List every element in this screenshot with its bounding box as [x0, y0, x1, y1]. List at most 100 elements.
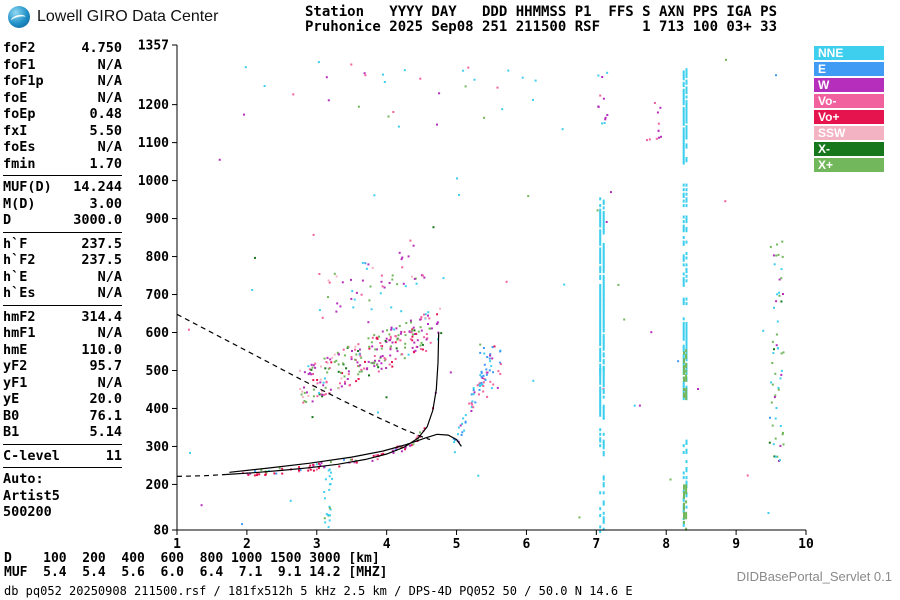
- measurement-info-line: db pq052 20250908 211500.rsf / 181fx512h…: [4, 584, 633, 598]
- legend-chip-ssw: SSW: [814, 126, 884, 140]
- svg-text:80: 80: [153, 524, 169, 539]
- param-label: foEs: [3, 139, 36, 155]
- muf-row: MUF 5.4 5.4 5.6 6.0 6.4 7.1 9.1 14.2 [MH…: [4, 565, 388, 580]
- param-label: B1: [3, 424, 20, 440]
- param-label: foF2: [3, 40, 36, 56]
- param-value: 237.5: [81, 235, 122, 252]
- param-value: 11: [105, 447, 122, 464]
- param-label: D: [3, 212, 12, 228]
- svg-text:7: 7: [592, 537, 600, 552]
- panel-divider: [3, 443, 122, 445]
- echo-points: [187, 58, 785, 529]
- brand: Lowell GIRO Data Center: [8, 6, 218, 28]
- param-value: 14.244: [73, 179, 122, 195]
- legend-chip-x: X+: [814, 158, 884, 172]
- param-row: yF2 95.7: [3, 358, 122, 375]
- polarization-legend: NNE E W Vo- Vo+ SSW X- X+: [814, 46, 884, 174]
- param-value: 0.48: [89, 106, 122, 122]
- param-label: yF1: [3, 374, 28, 391]
- param-label: hmF1: [3, 325, 36, 341]
- param-row: fmin 1.70: [3, 156, 122, 173]
- param-label: foEp: [3, 106, 36, 122]
- station-header-line2: Pruhonice 2025 Sep08 251 211500 RSF 1 71…: [305, 19, 778, 35]
- svg-text:800: 800: [146, 250, 170, 265]
- svg-text:900: 900: [146, 212, 170, 227]
- param-value: 3000.0: [73, 212, 122, 228]
- svg-text:1357: 1357: [138, 39, 169, 54]
- svg-text:8: 8: [662, 537, 670, 552]
- param-label: yF2: [3, 358, 28, 374]
- param-row: hmE 110.0: [3, 342, 122, 359]
- svg-text:1000: 1000: [138, 174, 169, 189]
- plot-axes: 8020030040050060070080090010001100120013…: [138, 39, 814, 553]
- giro-logo-icon: [8, 6, 30, 28]
- param-value: 3.00: [89, 195, 122, 212]
- param-row: B1 5.14: [3, 424, 122, 441]
- legend-chip-x: X-: [814, 142, 884, 156]
- legend-chip-vo: Vo+: [814, 110, 884, 124]
- parameter-panel: foF2 4.750 foF1 N/A foF1p N/A foE N/A foEp 0.48 fx…: [3, 40, 122, 521]
- svg-text:2: 2: [243, 537, 251, 552]
- svg-text:700: 700: [146, 288, 170, 303]
- param-row: C-level 11: [3, 448, 122, 465]
- svg-text:600: 600: [146, 326, 170, 341]
- param-value: N/A: [97, 268, 122, 285]
- param-row: fxI 5.50: [3, 123, 122, 140]
- param-label: h`Es: [3, 285, 36, 301]
- param-label: hmE: [3, 341, 28, 358]
- param-label: yE: [3, 391, 20, 407]
- param-value: N/A: [97, 139, 122, 155]
- param-value: 237.5: [81, 252, 122, 268]
- trace-curves: [176, 313, 462, 477]
- param-value: 5.14: [89, 424, 122, 440]
- panel-divider: [3, 304, 122, 306]
- param-label: fxI: [3, 122, 28, 139]
- param-label: foF1p: [3, 73, 44, 89]
- brand-title: Lowell GIRO Data Center: [37, 8, 219, 25]
- param-row: M(D) 3.00: [3, 196, 122, 213]
- param-label: foF1: [3, 56, 36, 73]
- param-row: Artist5: [3, 488, 122, 505]
- param-row: foEp 0.48: [3, 106, 122, 123]
- svg-text:3: 3: [313, 537, 321, 552]
- panel-divider: [3, 467, 122, 468]
- legend-chip-nne: NNE: [814, 46, 884, 60]
- param-row: hmF1 N/A: [3, 325, 122, 342]
- servlet-version-label: DIDBasePortal_Servlet 0.1: [736, 569, 892, 584]
- param-row: foF1 N/A: [3, 57, 122, 74]
- svg-text:4: 4: [383, 537, 391, 552]
- param-value: N/A: [97, 374, 122, 391]
- param-row: foF2 4.750: [3, 40, 122, 57]
- curve-trace-fit: [225, 332, 440, 476]
- param-label: Artist5: [3, 487, 60, 504]
- svg-text:5: 5: [453, 537, 461, 552]
- param-value: 1.70: [89, 155, 122, 172]
- param-value: N/A: [97, 325, 122, 341]
- legend-chip-e: E: [814, 62, 884, 76]
- svg-text:9: 9: [732, 537, 740, 552]
- curve-profile: [229, 433, 462, 473]
- param-row: yF1 N/A: [3, 375, 122, 392]
- param-row: hmF2 314.4: [3, 309, 122, 326]
- svg-text:400: 400: [146, 402, 170, 417]
- param-value: N/A: [97, 73, 122, 89]
- param-row: B0 76.1: [3, 408, 122, 425]
- legend-chip-vo: Vo-: [814, 94, 884, 108]
- param-row: foF1p N/A: [3, 73, 122, 90]
- svg-text:200: 200: [146, 478, 170, 493]
- curve-dashed-upper: [176, 313, 431, 441]
- svg-text:1: 1: [173, 537, 181, 552]
- param-label: foE: [3, 89, 28, 106]
- param-row: foE N/A: [3, 90, 122, 107]
- param-label: C-level: [3, 447, 60, 464]
- curve-dashed-lower: [176, 473, 226, 477]
- station-header: Station YYYY DAY DDD HHMMSS P1 FFS S AXN…: [305, 5, 777, 35]
- svg-text:6: 6: [523, 537, 531, 552]
- param-value: 4.750: [81, 40, 122, 56]
- param-value: 76.1: [89, 407, 122, 424]
- param-value: N/A: [97, 56, 122, 73]
- param-row: D 3000.0: [3, 212, 122, 229]
- param-label: Auto:: [3, 471, 44, 487]
